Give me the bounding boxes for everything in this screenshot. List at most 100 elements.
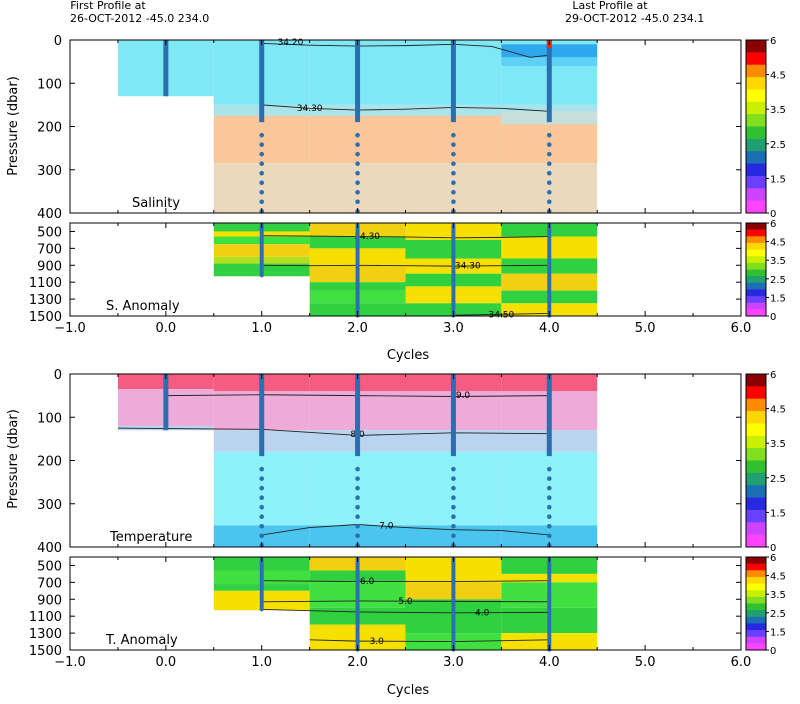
temperature-contour-7-label: 7.0: [379, 521, 394, 531]
colorbar-tick-label: 4.5: [770, 238, 786, 249]
salinity-cell-deep: [213, 163, 310, 213]
profile-sample-dot: [355, 132, 360, 138]
tempanom-contour-3: [309, 639, 550, 642]
colorbar-tick-label: 2.5: [770, 140, 786, 151]
colorbar-tick-label: 2.5: [770, 275, 786, 286]
salinity-anomaly-panel: 34.3034.3034.50500700900110013001500−1.0…: [29, 222, 752, 336]
profile-sample-dot: [259, 199, 265, 205]
colorbar-swatch: [746, 435, 766, 449]
colorbar-swatch: [746, 386, 766, 400]
profile-sample-dot: [546, 466, 552, 472]
profile-sample-dot: [355, 142, 360, 147]
temperature-anomaly-panel: 6.0 5.0 4.0 3.0 500 700 900 1100 1300 1500−1.0 0.0…: [29, 556, 751, 670]
y-tick-label: 500: [37, 559, 62, 574]
colorbar-swatch: [746, 77, 766, 90]
x-tick-label: −1.0: [54, 655, 86, 670]
profile-sample-dot: [355, 476, 360, 481]
profile-sample-dot: [546, 514, 552, 520]
colorbar-swatch: [746, 126, 766, 140]
colorbar-frame: [745, 373, 767, 548]
profile-sample-dot: [546, 180, 552, 186]
salanom-contour-2-label: 34.30: [455, 262, 481, 272]
y-tick-label: 200: [37, 121, 62, 136]
colorbar-swatch: [746, 89, 766, 103]
profile-sample-dot: [355, 523, 360, 529]
colorbar-swatch: [746, 151, 766, 165]
profile-sample-dot: [546, 161, 552, 166]
colorbar-swatch: [746, 583, 766, 591]
salanom-contour-1-label: 34.30: [354, 232, 380, 242]
profile-sample-dot: [259, 607, 264, 612]
profile-sample-dot: [259, 132, 265, 138]
colorbar-swatch: [746, 603, 766, 611]
colorbar-swatch: [746, 282, 766, 290]
y-tick-label: 1500: [29, 310, 62, 325]
tempanom-contour-4: [261, 608, 550, 614]
temperature-contour-7: [261, 524, 550, 536]
colorbar-swatch: [746, 223, 766, 231]
tempanom-contour-6-label: 6.0: [360, 577, 375, 587]
y-tick-label: 0: [54, 368, 62, 383]
colorbar-tick-label: 4.5: [770, 405, 786, 416]
profile-sample-dot: [546, 485, 552, 491]
colorbar-swatch: [746, 289, 766, 297]
profile-sample-dot: [451, 132, 456, 138]
profile-sample-dot: [355, 189, 360, 195]
x-tick-label: 1.0: [251, 655, 272, 670]
colorbar-swatch: [746, 563, 766, 571]
profile-sample-dot: [546, 142, 552, 147]
y-tick-label: 100: [37, 77, 62, 92]
profile-sample-dot: [259, 523, 265, 529]
y-tick-label: 700: [37, 242, 62, 257]
y-tick-label: 300: [37, 498, 62, 513]
salinity-cell-deep: [309, 163, 406, 213]
x-tick-label: 2.0: [347, 321, 368, 336]
colorbar-tick-label: 6: [770, 219, 776, 230]
salinity-contour-34-30-label: 34.30: [297, 104, 323, 114]
profile-sample-dot: [355, 170, 360, 176]
profile-sample-dot: [546, 533, 552, 539]
profile-sample-dot: [259, 533, 265, 539]
colorbar-tick-label: 1.5: [770, 174, 786, 185]
y-tick-label: 300: [37, 164, 62, 179]
salinity-ylabel: Pressure (dbar): [6, 76, 21, 176]
profile-sample-dot: [546, 199, 552, 205]
profile-sample-dot: [355, 495, 360, 500]
profile-sample-dot: [355, 533, 360, 539]
x-tick-label: 5.0: [635, 321, 656, 336]
colorbar-swatch: [746, 630, 766, 638]
profile-sample-dot: [451, 199, 456, 205]
colorbar-swatch: [746, 114, 766, 127]
profile-sample-dot: [546, 504, 552, 510]
colorbar-swatch: [746, 522, 766, 536]
y-tick-label: 900: [37, 593, 62, 608]
profile-sample-dot: [259, 504, 265, 510]
x-tick-label: 6.0: [731, 321, 752, 336]
temperature-title: Temperature: [109, 530, 192, 545]
colorbar-swatch: [746, 262, 766, 270]
profile-sample-dot: [259, 151, 265, 157]
colorbar-swatch: [746, 242, 766, 251]
temperature-ylabel: Pressure (dbar): [6, 409, 21, 509]
colorbar-swatch: [746, 101, 766, 115]
colorbar-swatch: [746, 576, 766, 585]
colorbar-swatch: [746, 590, 766, 598]
colorbar-swatch: [746, 610, 766, 618]
colorbar-tick-label: 4.5: [770, 572, 786, 583]
colorbar-swatch: [746, 460, 766, 474]
colorbar-swatch: [746, 534, 766, 548]
x-tick-label: 0.0: [156, 321, 177, 336]
colorbar-tick-label: 3.5: [770, 256, 786, 267]
y-tick-label: 100: [37, 411, 62, 426]
profile-sample-dot: [355, 466, 360, 472]
tempanom-contour-5-label: 5.0: [398, 597, 413, 607]
x-tick-label: 5.0: [635, 655, 656, 670]
temperature-colorbar: 6 4.5 3.5 2.5 1.5 0: [745, 370, 786, 554]
profile-sample-dot: [451, 466, 456, 472]
colorbar-swatch: [746, 411, 766, 424]
y-tick-label: 400: [37, 207, 62, 222]
profile-sample-dot: [546, 189, 552, 195]
colorbar-tick-label: 1.5: [770, 508, 786, 519]
profile-sample-dot: [451, 142, 456, 147]
